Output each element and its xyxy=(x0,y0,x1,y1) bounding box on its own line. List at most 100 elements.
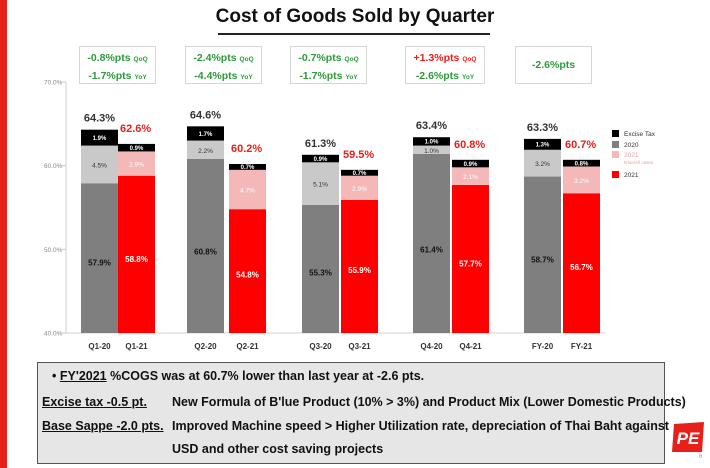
bar-base-Q1-21 xyxy=(118,175,155,333)
logo-text: PE xyxy=(677,429,700,448)
qoq-line: -0.8%pts QoQ xyxy=(80,49,155,67)
yoy-line: -4.4%pts YoY xyxy=(186,67,261,85)
y-tick-label: 50.0% xyxy=(44,247,63,254)
bar-excise-Q3-21 xyxy=(341,169,378,176)
bar-excise-label: 0.8% xyxy=(575,161,589,167)
bar-mid-Q2-20 xyxy=(187,140,224,159)
bar-base-Q1-20 xyxy=(81,183,118,333)
bar-excise-label: 0.7% xyxy=(241,165,255,171)
bar-total-label: 63.4% xyxy=(416,120,447,132)
yoy-line: -1.7%pts YoY xyxy=(291,67,366,85)
yoy-value: -2.6%pts xyxy=(415,70,459,82)
legend-swatch xyxy=(612,171,619,178)
x-category-label: Q2-21 xyxy=(236,342,259,351)
yoy-line: -1.7%pts YoY xyxy=(80,67,155,85)
yoy-unit: YoY xyxy=(462,74,475,81)
qoq-value: +1.3%pts xyxy=(413,52,460,64)
bar-excise-label: 0.9% xyxy=(314,157,328,163)
bar-mid-label: 5.1% xyxy=(313,182,328,189)
legend-label: 2021 xyxy=(624,172,639,179)
bar-total-label: 61.3% xyxy=(305,138,336,150)
qoq-line: -2.4%pts QoQ xyxy=(186,49,261,67)
bar-excise-label: 0.9% xyxy=(130,146,144,152)
bar-excise-Q3-20 xyxy=(302,154,339,163)
excise-label: Excise tax -0.5 pt. xyxy=(42,395,147,409)
legend-swatch xyxy=(612,141,619,148)
page-title: Cost of Goods Sold by Quarter xyxy=(215,6,495,27)
bar-mid-Q2-21 xyxy=(229,169,266,210)
yoy-value: -1.7%pts xyxy=(88,70,132,82)
bar-total-label: 60.7% xyxy=(565,139,596,151)
yoy-unit: YoY xyxy=(134,74,147,81)
qoq-value: -0.7%pts xyxy=(298,52,342,64)
bar-mid-Q4-21 xyxy=(452,167,489,185)
bar-mid-label: 4.7% xyxy=(240,188,255,195)
y-tick-label: 60.0% xyxy=(44,163,63,170)
bar-excise-FY-20 xyxy=(524,138,561,150)
legend-label: 2021 xyxy=(624,152,639,159)
yoy-unit: YoY xyxy=(345,74,358,81)
base-sappe-label: Base Sappe -2.0 pts. xyxy=(42,419,164,433)
bar-mid-Q1-21 xyxy=(118,151,155,176)
bar-excise-Q2-21 xyxy=(229,163,266,170)
bar-base-label: 60.8% xyxy=(194,248,217,257)
qoq-unit: QoQ xyxy=(239,56,254,63)
x-category-label: Q2-20 xyxy=(194,342,217,351)
bar-total-label: 64.3% xyxy=(84,113,115,125)
variance-box-2: -2.4%pts QoQ -4.4%pts YoY xyxy=(185,46,262,84)
qoq-value: -2.4%pts xyxy=(193,52,237,64)
fy-text: %COGS was at 60.7% lower than last year … xyxy=(106,369,425,383)
bar-excise-Q2-20 xyxy=(187,126,224,141)
bar-mid-label: 2.9% xyxy=(352,186,367,193)
x-category-label: Q3-21 xyxy=(348,342,371,351)
x-category-label: Q1-20 xyxy=(88,342,111,351)
bar-base-Q4-21 xyxy=(452,184,489,333)
bar-base-Q2-20 xyxy=(187,158,224,333)
bar-mid-label: 3.2% xyxy=(535,161,550,168)
bar-excise-FY-21 xyxy=(563,159,600,167)
qoq-line: -0.7%pts QoQ xyxy=(291,49,366,67)
bar-excise-Q4-21 xyxy=(452,159,489,168)
qoq-value: -0.8%pts xyxy=(87,52,131,64)
cogs-stacked-bar-chart: 40.0% 50.0% 60.0% 70.0% 57.9% 4.5% 1.9% 64.3% Q1… xyxy=(44,80,656,352)
variance-box-1: -0.8%pts QoQ -1.7%pts YoY xyxy=(79,46,156,84)
variance-box-4: +1.3%pts QoQ -2.6%pts YoY xyxy=(405,46,485,84)
sappe-logo: PE xyxy=(672,422,704,452)
bar-excise-label: 1.0% xyxy=(425,140,439,146)
bar-base-label: 61.4% xyxy=(420,245,443,254)
legend-swatch xyxy=(612,130,619,137)
qoq-unit: QoQ xyxy=(133,56,148,63)
bar-excise-label: 1.7% xyxy=(199,132,213,138)
bar-base-label: 57.7% xyxy=(459,259,482,268)
legend-label: B'lue/All cases xyxy=(624,160,654,165)
bar-total-label: 63.3% xyxy=(527,122,558,134)
x-category-label: Q4-21 xyxy=(459,342,482,351)
bar-mid-label: 2.9% xyxy=(129,162,144,169)
bar-base-label: 54.8% xyxy=(236,270,259,279)
bar-base-Q3-21 xyxy=(341,199,378,333)
bar-base-label: 55.9% xyxy=(348,266,371,275)
bar-total-label: 59.5% xyxy=(343,149,374,161)
bar-base-FY-20 xyxy=(524,176,561,333)
qoq-unit: QoQ xyxy=(344,56,359,63)
yoy-line: -2.6%pts YoY xyxy=(406,67,484,85)
bar-mid-FY-21 xyxy=(563,166,600,194)
base-sappe-text-2: USD and other cost saving projects xyxy=(172,442,384,456)
bar-mid-Q3-20 xyxy=(302,162,339,205)
bullet: • xyxy=(52,369,57,383)
bar-mid-Q3-21 xyxy=(341,175,378,200)
bar-excise-label: 1.9% xyxy=(93,136,107,142)
bar-excise-label: 1.3% xyxy=(536,143,550,149)
bar-total-label: 64.6% xyxy=(190,109,221,121)
bar-excise-label: 0.9% xyxy=(464,162,478,168)
bar-excise-Q4-20 xyxy=(413,137,450,146)
x-category-label: FY-21 xyxy=(571,342,593,351)
x-category-label: FY-20 xyxy=(532,342,554,351)
bar-base-FY-21 xyxy=(563,193,600,333)
bar-total-label: 60.8% xyxy=(454,139,485,151)
bar-base-Q3-20 xyxy=(302,204,339,333)
bar-base-label: 56.7% xyxy=(570,263,593,272)
summary-panel: • FY'2021 %COGS was at 60.7% lower than … xyxy=(37,362,686,464)
fy-label: FY'2021 xyxy=(59,369,107,383)
qoq-unit: QoQ xyxy=(462,56,477,63)
